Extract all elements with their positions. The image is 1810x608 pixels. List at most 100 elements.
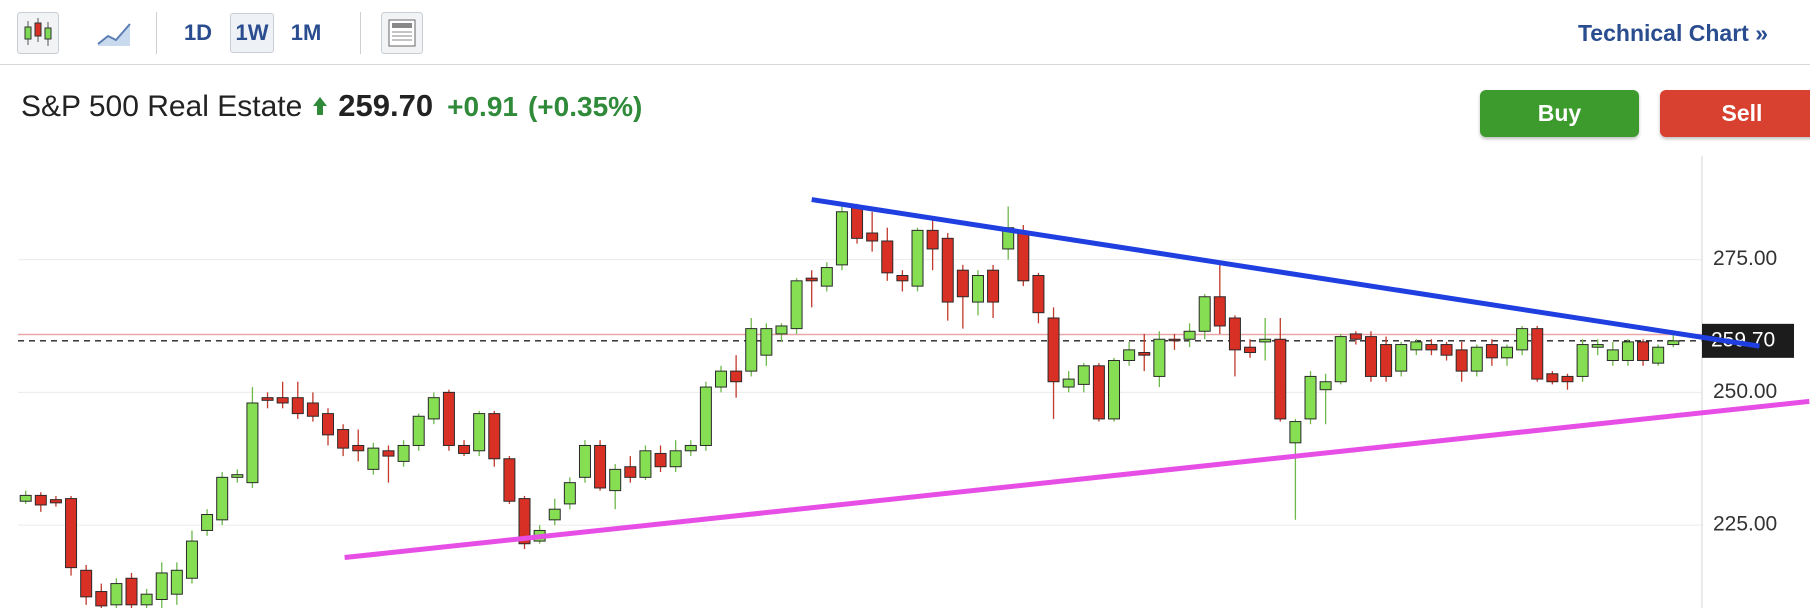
y-tick-label: 250.00 <box>1713 380 1777 403</box>
candle-body <box>216 476 229 521</box>
candle-body <box>337 429 350 449</box>
candle-body <box>941 237 954 303</box>
candle-body <box>563 482 576 505</box>
interval-group: 1D 1W 1M <box>176 13 338 53</box>
candle-body <box>276 397 289 404</box>
candle-body <box>866 232 879 242</box>
candle-body <box>715 370 728 388</box>
candle-body <box>730 370 743 383</box>
candle-body <box>1244 346 1257 354</box>
candle-body <box>835 211 848 266</box>
candle-body <box>322 413 335 436</box>
candle-body <box>1062 378 1075 388</box>
candle-body <box>1410 341 1423 351</box>
sell-button[interactable]: Sell <box>1660 90 1810 137</box>
candle-body <box>80 569 93 598</box>
candle-body <box>699 386 712 446</box>
interval-button[interactable]: 1D <box>183 20 213 45</box>
candle-body <box>1364 336 1377 377</box>
candle-body <box>1380 344 1393 377</box>
line-chart-icon[interactable] <box>96 12 134 54</box>
candle-body <box>1259 338 1272 343</box>
trendlines <box>344 197 1810 561</box>
candle-body <box>503 458 516 502</box>
candle-body <box>95 591 108 607</box>
candle-body <box>1289 421 1302 444</box>
candle-body <box>745 328 758 372</box>
candle-body <box>1576 344 1589 377</box>
candle-body <box>1667 340 1680 346</box>
news-icon[interactable] <box>381 12 423 54</box>
candle-body <box>1183 330 1196 340</box>
buy-button[interactable]: Buy <box>1480 90 1639 137</box>
technical-chart-link[interactable]: Technical Chart » <box>1577 20 1768 46</box>
candle-body <box>1531 328 1544 380</box>
candle-body <box>488 413 501 460</box>
candle-body <box>1168 338 1181 342</box>
candle-body <box>1501 346 1514 359</box>
candle-body <box>805 277 818 282</box>
candle-body <box>1017 232 1030 282</box>
candle-body <box>956 269 969 298</box>
plot <box>18 203 1702 608</box>
candle-body <box>1561 375 1574 383</box>
candle-body <box>775 325 788 335</box>
candle-body <box>1334 336 1347 383</box>
candle-body <box>987 269 1000 303</box>
candle-body <box>1032 275 1045 314</box>
candle-body <box>1621 341 1634 361</box>
candle-body <box>49 499 62 504</box>
separator <box>360 12 361 54</box>
candle-body <box>654 452 667 468</box>
change: +0.91 <box>447 91 518 122</box>
candle-body <box>1092 365 1105 420</box>
candle-body <box>1213 296 1226 327</box>
candle-body <box>1652 346 1665 364</box>
candle-body <box>34 494 47 506</box>
interval-button[interactable]: 1W <box>230 13 274 53</box>
candle-body <box>1455 349 1468 372</box>
candle-body <box>1606 349 1619 361</box>
interval-button[interactable]: 1M <box>290 20 322 45</box>
candle-body <box>1470 346 1483 372</box>
candle-body <box>125 577 138 606</box>
candle-body <box>306 402 319 417</box>
candle-body <box>65 498 78 569</box>
candle-body <box>926 229 939 250</box>
candle-body <box>1349 333 1362 340</box>
candle-body <box>1304 375 1317 420</box>
candle-body <box>669 450 682 468</box>
trend-line <box>344 398 1810 561</box>
candle-body <box>291 397 304 415</box>
toolbar: 1D 1W 1M Technical Chart » <box>0 0 1810 65</box>
candlestick-icon[interactable] <box>17 12 59 54</box>
candle-body <box>170 569 183 595</box>
candle-body <box>397 444 410 462</box>
candle-body <box>458 444 471 454</box>
candle-body <box>473 413 486 452</box>
candle-body <box>155 572 168 601</box>
candle-body <box>1591 344 1604 348</box>
candle-body <box>352 444 365 452</box>
change-percent: (+0.35%) <box>527 91 643 122</box>
candle-body <box>911 229 924 287</box>
trend-line <box>811 197 1760 349</box>
candle-body <box>246 402 259 484</box>
candle-body <box>1153 338 1166 377</box>
candle-body <box>1077 365 1090 385</box>
candle-body <box>1047 317 1060 383</box>
candle-body <box>1546 373 1559 383</box>
candle-body <box>639 450 652 478</box>
candle-body <box>1395 344 1408 372</box>
candle-body <box>1637 341 1650 361</box>
candle-body <box>261 397 274 401</box>
candle-body <box>820 267 833 287</box>
candle-body <box>1138 352 1151 356</box>
candle-body <box>594 444 607 489</box>
candle-body <box>1274 338 1287 420</box>
candle-body <box>1440 344 1453 356</box>
candle-body <box>851 205 864 239</box>
candle-body <box>624 466 637 478</box>
